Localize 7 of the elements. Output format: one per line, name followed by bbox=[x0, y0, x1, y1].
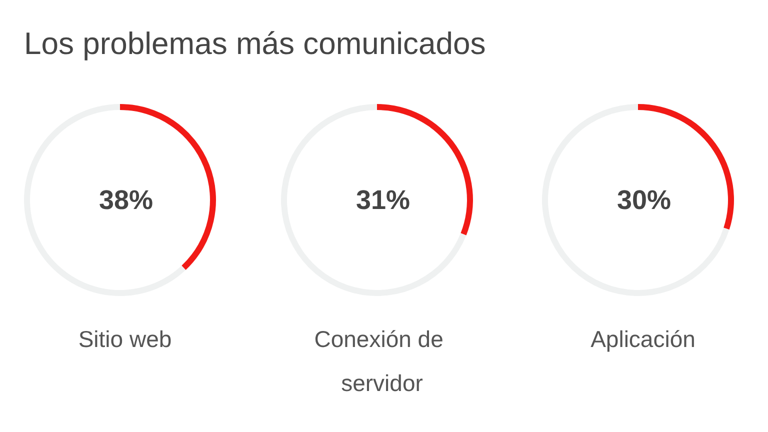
data-label: 30% bbox=[616, 185, 672, 215]
text: Sitio web bbox=[78, 326, 172, 352]
text: Conexión de servidor bbox=[314, 326, 450, 396]
chart-title: Los problemas más comunicados bbox=[24, 26, 486, 62]
data-label: 31% bbox=[356, 185, 410, 215]
text: Aplicación bbox=[590, 326, 696, 352]
data-label: 38% bbox=[98, 185, 154, 215]
